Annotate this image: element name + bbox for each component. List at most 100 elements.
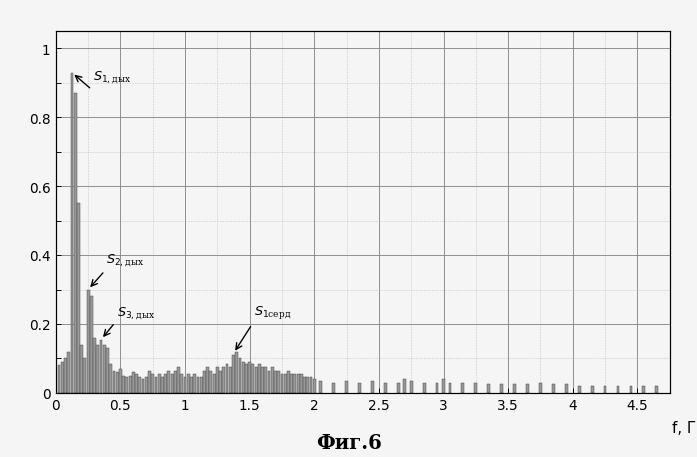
Bar [358, 383, 360, 393]
Bar [254, 367, 257, 393]
Bar [119, 369, 122, 393]
Bar [270, 367, 273, 393]
Bar [187, 374, 190, 393]
Text: $S_{2,\mathregular{дых}}$: $S_{2,\mathregular{дых}}$ [106, 252, 144, 267]
Bar [158, 374, 160, 393]
Bar [603, 386, 606, 393]
Bar [312, 379, 316, 393]
Bar [74, 94, 77, 393]
Bar [654, 386, 658, 393]
Bar [487, 384, 490, 393]
Bar [90, 297, 93, 393]
Bar [448, 383, 451, 393]
Bar [122, 376, 125, 393]
Bar [629, 386, 631, 393]
Bar [116, 372, 118, 393]
Bar [171, 374, 174, 393]
Bar [235, 352, 238, 393]
Bar [332, 383, 335, 393]
Bar [206, 367, 209, 393]
Text: $S_{1\mathregular{серд}}$: $S_{1\mathregular{серд}}$ [253, 304, 291, 321]
Bar [138, 377, 141, 393]
Bar [286, 371, 290, 393]
Bar [197, 377, 199, 393]
Text: Фиг.6: Фиг.6 [316, 432, 381, 452]
Bar [539, 383, 542, 393]
Bar [161, 377, 164, 393]
Bar [84, 359, 86, 393]
Bar [222, 367, 225, 393]
Text: f, Гц: f, Гц [672, 420, 697, 436]
Bar [125, 377, 128, 393]
Bar [93, 338, 96, 393]
Bar [245, 364, 247, 393]
Bar [213, 374, 215, 393]
Bar [61, 362, 63, 393]
Bar [409, 381, 413, 393]
Bar [435, 383, 438, 393]
Bar [145, 377, 148, 393]
Bar [290, 374, 293, 393]
Bar [264, 367, 267, 393]
Bar [461, 383, 464, 393]
Bar [261, 367, 263, 393]
Bar [268, 371, 270, 393]
Bar [67, 352, 70, 393]
Bar [112, 371, 115, 393]
Bar [96, 345, 99, 393]
Bar [277, 371, 280, 393]
Bar [102, 345, 106, 393]
Text: $S_{3,\mathregular{дых}}$: $S_{3,\mathregular{дых}}$ [116, 305, 155, 321]
Bar [577, 386, 580, 393]
Bar [135, 374, 138, 393]
Bar [371, 381, 374, 393]
Bar [280, 374, 283, 393]
Bar [151, 374, 154, 393]
Bar [403, 379, 406, 393]
Bar [58, 366, 61, 393]
Bar [177, 367, 180, 393]
Bar [296, 374, 299, 393]
Bar [225, 364, 229, 393]
Bar [242, 362, 245, 393]
Bar [181, 374, 183, 393]
Bar [183, 377, 186, 393]
Bar [474, 383, 477, 393]
Bar [132, 372, 135, 393]
Bar [229, 367, 231, 393]
Bar [551, 384, 554, 393]
Bar [70, 73, 73, 393]
Bar [274, 371, 277, 393]
Bar [442, 379, 445, 393]
Bar [219, 371, 222, 393]
Bar [174, 371, 176, 393]
Bar [300, 374, 302, 393]
Bar [293, 374, 296, 393]
Bar [303, 377, 306, 393]
Bar [80, 345, 83, 393]
Bar [216, 367, 219, 393]
Bar [109, 364, 112, 393]
Bar [590, 386, 593, 393]
Bar [141, 379, 144, 393]
Bar [199, 377, 202, 393]
Bar [86, 290, 89, 393]
Bar [319, 381, 322, 393]
Bar [106, 348, 109, 393]
Bar [238, 359, 241, 393]
Bar [309, 377, 312, 393]
Bar [616, 386, 619, 393]
Bar [258, 364, 261, 393]
Bar [167, 371, 170, 393]
Bar [77, 204, 79, 393]
Bar [500, 384, 503, 393]
Bar [128, 376, 132, 393]
Bar [251, 364, 254, 393]
Bar [642, 386, 645, 393]
Bar [422, 383, 425, 393]
Bar [148, 371, 151, 393]
Bar [203, 371, 206, 393]
Bar [513, 384, 516, 393]
Bar [64, 359, 67, 393]
Bar [526, 384, 528, 393]
